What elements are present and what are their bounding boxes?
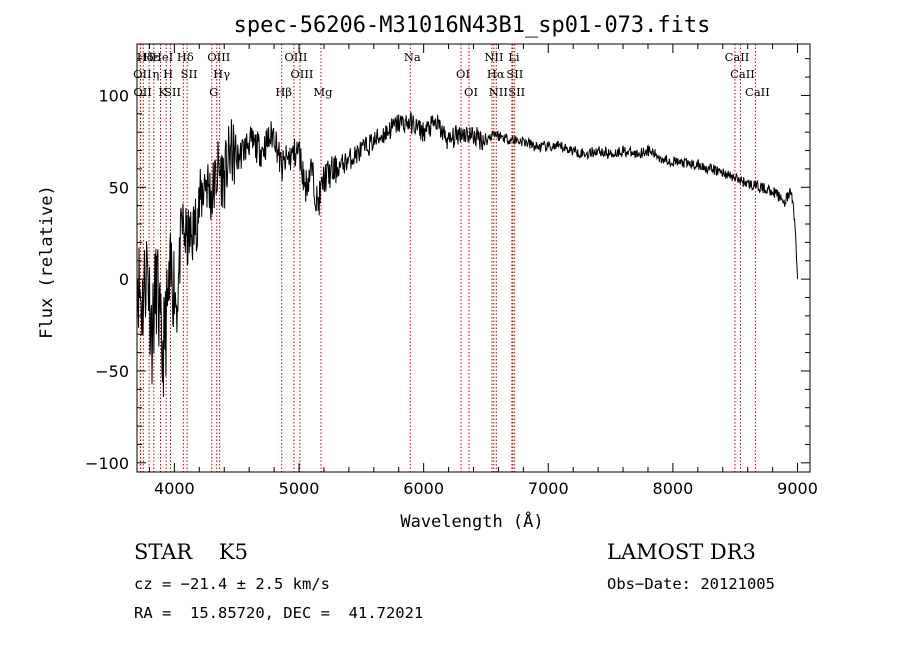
- line-label: K: [158, 85, 167, 99]
- y-tick-label: 0: [119, 270, 129, 289]
- spectrum-line: [136, 112, 798, 398]
- line-label: Hα: [487, 67, 505, 81]
- line-label: NII: [489, 85, 508, 99]
- redshift-cz: cz = −21.4 ± 2.5 km/s: [134, 575, 330, 593]
- line-label: Hβ: [275, 85, 292, 99]
- line-label: Hγ: [213, 67, 230, 81]
- line-label: Hε: [143, 50, 159, 64]
- line-label: CaII: [730, 67, 755, 81]
- line-label: Na: [404, 50, 421, 64]
- line-label: OI: [456, 67, 470, 81]
- line-label: CaII: [745, 85, 770, 99]
- x-axis-label: Wavelength (Å): [400, 510, 543, 532]
- emission-line-markers: [139, 44, 756, 472]
- line-label: H: [163, 67, 173, 81]
- line-label: OII: [133, 85, 152, 99]
- line-label: SII: [181, 67, 198, 81]
- line-label: CaII: [725, 50, 750, 64]
- emission-line-labels: Hδ OII OII Hε ηK HeI H SII Hδ SII G OIII Hγ Hβ OIII OII…: [133, 50, 770, 99]
- line-label: G: [209, 85, 218, 99]
- chart-title: spec-56206-M31016N43B1_sp01-073.fits: [234, 13, 711, 38]
- x-tick-label: 4000: [154, 479, 195, 498]
- x-tick-label: 6000: [403, 479, 444, 498]
- line-label: SII: [508, 85, 525, 99]
- x-tick-label: 9000: [777, 479, 818, 498]
- observation-date: Obs−Date: 20121005: [607, 575, 775, 593]
- line-label: OI: [464, 85, 478, 99]
- line-label: Hδ: [137, 50, 154, 64]
- y-tick-label: 50: [109, 178, 129, 197]
- line-label: SII: [164, 85, 181, 99]
- line-label: Li: [508, 50, 520, 64]
- x-axis-ticks: 4000 5000 6000 7000 8000 9000: [148, 44, 818, 498]
- survey-name: LAMOST DR3: [607, 540, 756, 564]
- y-tick-label: −100: [85, 454, 129, 473]
- y-axis-ticks: −100 −50 0 50 100: [85, 58, 810, 473]
- spectrum-series: [136, 112, 798, 398]
- line-label: OIII: [290, 67, 313, 81]
- line-label: OIII: [207, 50, 230, 64]
- plot-frame: [136, 43, 811, 473]
- line-label: HeI: [152, 50, 173, 64]
- line-label: Mg: [313, 85, 333, 99]
- line-label: SII: [506, 67, 523, 81]
- line-label: η: [152, 67, 159, 81]
- line-label: NII: [484, 50, 503, 64]
- x-tick-label: 8000: [653, 479, 694, 498]
- object-class: STAR K5: [134, 540, 248, 564]
- line-label: OII: [133, 67, 152, 81]
- line-label: Hδ: [177, 50, 194, 64]
- y-tick-label: −50: [95, 362, 129, 381]
- y-axis-label: Flux (relative): [37, 185, 57, 339]
- y-tick-label: 100: [98, 86, 129, 105]
- x-tick-label: 5000: [279, 479, 320, 498]
- x-tick-label: 7000: [528, 479, 569, 498]
- coordinates: RA = 15.85720, DEC = 41.72021: [134, 604, 424, 622]
- line-label: OIII: [284, 50, 307, 64]
